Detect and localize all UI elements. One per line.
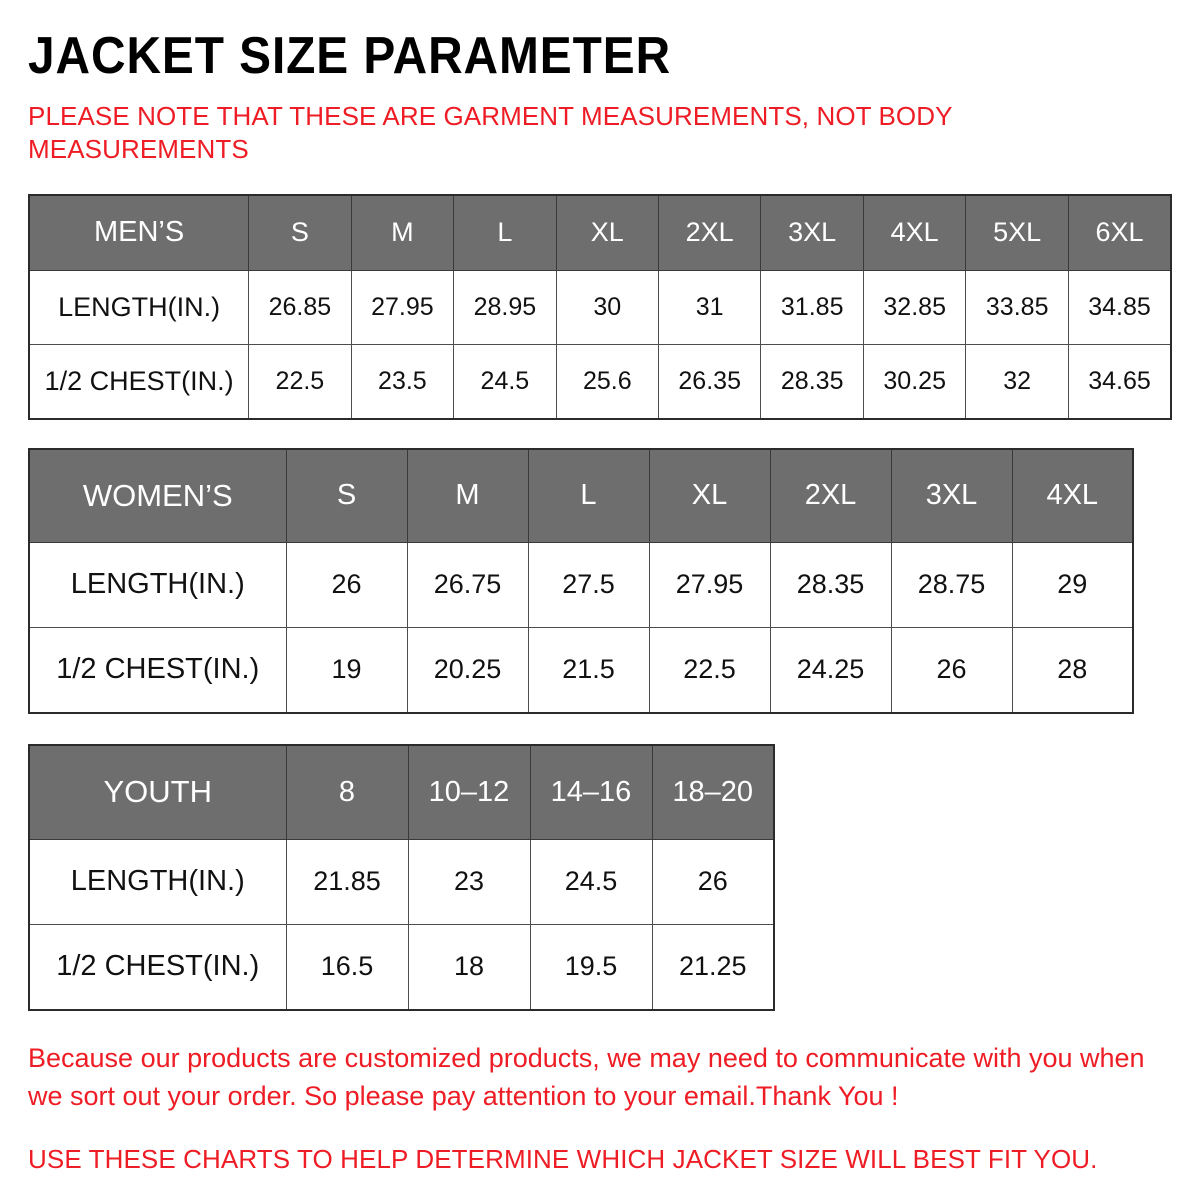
womens-chest-label: 1/2 CHEST(IN.)	[28, 626, 287, 714]
womens-col-header-2xl: 2XL	[769, 448, 892, 543]
womens-col-header-xl: XL	[648, 448, 771, 543]
use-charts-note: USE THESE CHARTS TO HELP DETERMINE WHICH…	[28, 1144, 1098, 1175]
womens-chest-2xl: 24.25	[769, 626, 892, 714]
womens-chest-xl: 22.5	[648, 626, 771, 714]
youth-chest-18-20: 21.25	[651, 923, 775, 1011]
mens-col-header-5xl: 5XL	[965, 194, 1069, 271]
mens-col-header-2xl: 2XL	[657, 194, 762, 271]
mens-col-header-m: M	[350, 194, 455, 271]
youth-table-title: YOUTH	[28, 744, 287, 840]
youth-header-row: YOUTH 8 10–12 14–16 18–20	[28, 744, 775, 840]
mens-table-title: MEN’S	[28, 194, 250, 271]
table-row: 1/2 CHEST(IN.) 16.5 18 19.5 21.25	[28, 923, 775, 1011]
youth-col-header-14-16: 14–16	[529, 744, 653, 840]
table-row: LENGTH(IN.) 21.85 23 24.5 26	[28, 838, 775, 925]
womens-header-row: WOMEN’S S M L XL 2XL 3XL 4XL	[28, 448, 1134, 543]
womens-size-table: WOMEN’S S M L XL 2XL 3XL 4XL LENGTH(IN.)…	[28, 447, 1134, 714]
table-row: LENGTH(IN.) 26 26.75 27.5 27.95 28.35 28…	[28, 541, 1134, 628]
mens-chest-5xl: 32	[965, 343, 1069, 420]
youth-chest-label: 1/2 CHEST(IN.)	[28, 923, 287, 1011]
youth-col-header-10-12: 10–12	[407, 744, 531, 840]
mens-col-header-xl: XL	[555, 194, 659, 271]
mens-col-header-6xl: 6XL	[1067, 194, 1172, 271]
table-row: 1/2 CHEST(IN.) 22.5 23.5 24.5 25.6 26.35…	[28, 343, 1172, 420]
mens-length-5xl: 33.85	[965, 269, 1069, 345]
womens-length-2xl: 28.35	[769, 541, 892, 628]
womens-chest-3xl: 26	[890, 626, 1013, 714]
mens-header-row: MEN’S S M L XL 2XL 3XL 4XL 5XL 6XL	[28, 194, 1172, 271]
page-title: JACKET SIZE PARAMETER	[28, 27, 672, 85]
womens-length-l: 27.5	[527, 541, 650, 628]
youth-chest-8: 16.5	[285, 923, 409, 1011]
mens-col-header-l: L	[453, 194, 557, 271]
youth-col-header-18-20: 18–20	[651, 744, 775, 840]
womens-length-4xl: 29	[1011, 541, 1134, 628]
mens-chest-4xl: 30.25	[862, 343, 967, 420]
womens-table-title: WOMEN’S	[28, 448, 287, 543]
womens-length-3xl: 28.75	[890, 541, 1013, 628]
youth-col-header-8: 8	[285, 744, 409, 840]
youth-length-10-12: 23	[407, 838, 531, 925]
mens-length-4xl: 32.85	[862, 269, 967, 345]
womens-chest-4xl: 28	[1011, 626, 1134, 714]
youth-length-18-20: 26	[651, 838, 775, 925]
mens-chest-3xl: 28.35	[760, 343, 864, 420]
mens-size-table: MEN’S S M L XL 2XL 3XL 4XL 5XL 6XL LENGT…	[28, 193, 1172, 420]
mens-chest-s: 22.5	[248, 343, 352, 420]
youth-size-table: YOUTH 8 10–12 14–16 18–20 LENGTH(IN.) 21…	[28, 743, 775, 1011]
mens-chest-l: 24.5	[453, 343, 557, 420]
womens-chest-m: 20.25	[406, 626, 529, 714]
mens-chest-m: 23.5	[350, 343, 455, 420]
youth-chest-14-16: 19.5	[529, 923, 653, 1011]
mens-col-header-3xl: 3XL	[760, 194, 864, 271]
mens-length-xl: 30	[555, 269, 659, 345]
mens-chest-6xl: 34.65	[1067, 343, 1172, 420]
youth-chest-10-12: 18	[407, 923, 531, 1011]
mens-chest-2xl: 26.35	[657, 343, 762, 420]
mens-length-6xl: 34.85	[1067, 269, 1172, 345]
youth-length-14-16: 24.5	[529, 838, 653, 925]
mens-length-label: LENGTH(IN.)	[28, 269, 250, 345]
womens-col-header-m: M	[406, 448, 529, 543]
womens-chest-l: 21.5	[527, 626, 650, 714]
customized-products-note: Because our products are customized prod…	[28, 1042, 1145, 1111]
mens-length-m: 27.95	[350, 269, 455, 345]
womens-col-header-4xl: 4XL	[1011, 448, 1134, 543]
mens-chest-label: 1/2 CHEST(IN.)	[28, 343, 250, 420]
mens-length-s: 26.85	[248, 269, 352, 345]
mens-col-header-4xl: 4XL	[862, 194, 967, 271]
mens-chest-xl: 25.6	[555, 343, 659, 420]
womens-col-header-3xl: 3XL	[890, 448, 1013, 543]
womens-length-m: 26.75	[406, 541, 529, 628]
womens-length-label: LENGTH(IN.)	[28, 541, 287, 628]
womens-col-header-l: L	[527, 448, 650, 543]
mens-length-3xl: 31.85	[760, 269, 864, 345]
youth-length-8: 21.85	[285, 838, 409, 925]
womens-length-xl: 27.95	[648, 541, 771, 628]
womens-col-header-s: S	[285, 448, 408, 543]
garment-measurement-note: PLEASE NOTE THAT THESE ARE GARMENT MEASU…	[28, 101, 953, 165]
mens-col-header-s: S	[248, 194, 352, 271]
mens-length-l: 28.95	[453, 269, 557, 345]
youth-length-label: LENGTH(IN.)	[28, 838, 287, 925]
table-row: 1/2 CHEST(IN.) 19 20.25 21.5 22.5 24.25 …	[28, 626, 1134, 714]
table-row: LENGTH(IN.) 26.85 27.95 28.95 30 31 31.8…	[28, 269, 1172, 345]
mens-length-2xl: 31	[657, 269, 762, 345]
womens-chest-s: 19	[285, 626, 408, 714]
womens-length-s: 26	[285, 541, 408, 628]
